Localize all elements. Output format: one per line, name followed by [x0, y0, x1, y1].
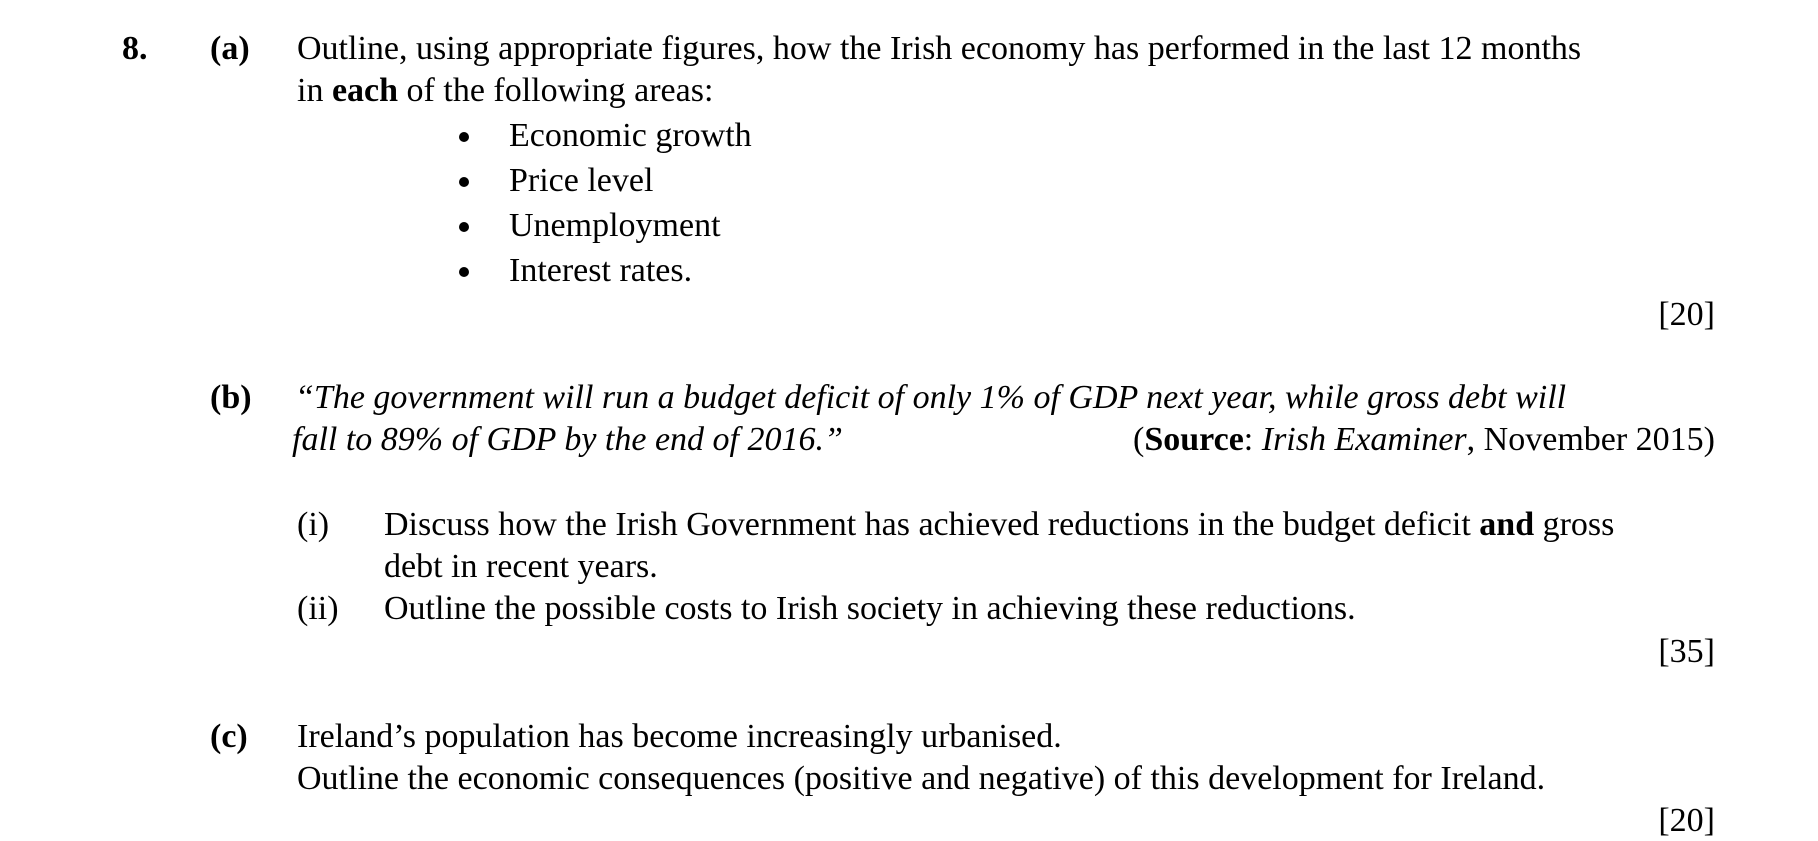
text-line: Outline the economic consequences (posit…	[297, 760, 1546, 797]
marks: [20]	[1658, 296, 1715, 333]
text-line: Outline the possible costs to Irish soci…	[384, 590, 1356, 627]
text-line: in each of the following areas:	[297, 71, 713, 111]
text-line: debt in recent years.	[384, 548, 658, 585]
bullet	[459, 222, 469, 232]
text: gross	[1534, 506, 1615, 543]
text-line: Outline, using appropriate figures, how …	[297, 30, 1582, 67]
source: (Source: Irish Examiner, November 2015)	[1133, 420, 1715, 460]
text: , November 2015)	[1466, 421, 1715, 458]
quote-line: “The government will run a budget defici…	[295, 379, 1567, 416]
text: and	[1479, 506, 1535, 543]
bullet-text: Economic growth	[509, 117, 752, 154]
bullet	[459, 177, 469, 187]
text: each	[331, 72, 399, 109]
bullet-text: Price level	[509, 162, 654, 199]
text: in	[297, 72, 332, 109]
text: :	[1243, 421, 1262, 458]
text: of the following areas:	[398, 72, 714, 109]
subpart-label: (ii)	[297, 590, 339, 627]
bullet	[459, 267, 469, 277]
subpart-label: (i)	[297, 506, 330, 543]
text-line: Ireland’s population has become increasi…	[297, 718, 1062, 755]
marks: [35]	[1658, 633, 1715, 670]
part-label: (b)	[210, 379, 252, 416]
text: Irish Examiner	[1261, 421, 1467, 458]
marks: [20]	[1658, 802, 1715, 839]
quote-line: fall to 89% of GDP by the end of 2016.”	[292, 421, 843, 458]
bullet	[459, 132, 469, 142]
text-line: Discuss how the Irish Government has ach…	[384, 505, 1614, 545]
question-number: 8.	[122, 30, 148, 67]
text: (	[1132, 421, 1145, 458]
bullet-text: Unemployment	[509, 207, 721, 244]
part-label: (c)	[210, 718, 248, 755]
bullet-text: Interest rates.	[509, 252, 693, 289]
part-label: (a)	[210, 30, 250, 67]
text: Discuss how the Irish Government has ach…	[384, 506, 1480, 543]
text: Source	[1144, 421, 1244, 458]
